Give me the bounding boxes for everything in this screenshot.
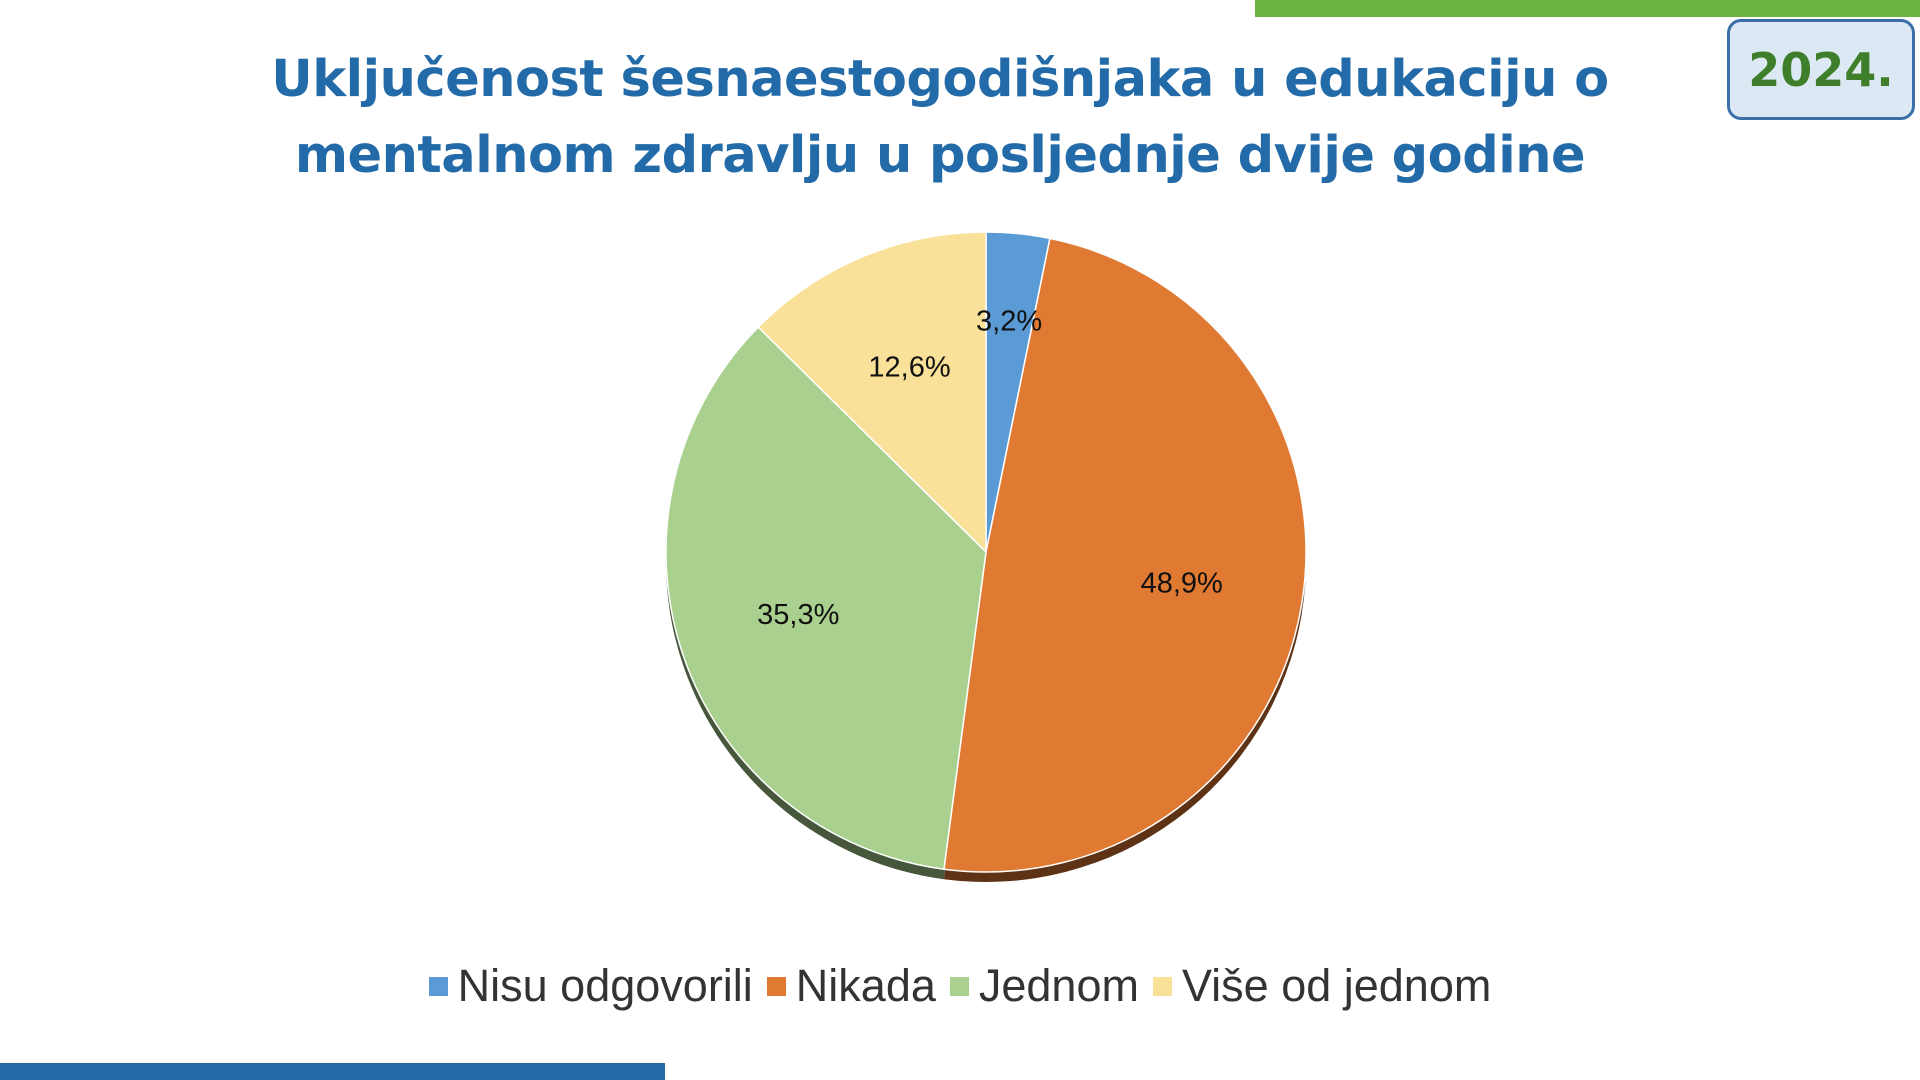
top-accent-bar xyxy=(1255,0,1920,17)
pie-data-labels: 3,2% 48,9% 35,3% 12,6% xyxy=(757,305,1223,631)
chart-legend: Nisu odgovorili Nikada Jednom Više od je… xyxy=(0,960,1920,1012)
pie-slice-vise-od-jednom xyxy=(757,231,987,554)
legend-item-jednom: Jednom xyxy=(949,960,1139,1012)
pie-slices xyxy=(665,231,1307,873)
pie-label-nikada: 48,9% xyxy=(1141,568,1223,600)
pie-label-vise-od-jednom: 12,6% xyxy=(868,352,950,384)
legend-item-nikada: Nikada xyxy=(766,960,936,1012)
legend-item-nisu-odgovorili: Nisu odgovorili xyxy=(428,960,753,1012)
legend-swatch-vise-od-jednom xyxy=(1152,976,1172,996)
legend-label-jednom: Jednom xyxy=(978,960,1139,1011)
legend-item-vise-od-jednom: Više od jednom xyxy=(1152,960,1492,1012)
pie-label-jednom: 35,3% xyxy=(757,599,839,631)
chart-title-line-1: Uključenost šesnaestogodišnjaka u edukac… xyxy=(271,50,1609,109)
legend-swatch-nisu-odgovorili xyxy=(428,976,448,996)
legend-swatch-nikada xyxy=(766,976,786,996)
legend-label-vise-od-jednom: Više od jednom xyxy=(1181,960,1492,1011)
legend-label-nikada: Nikada xyxy=(795,960,936,1011)
bottom-accent-bar xyxy=(0,1063,665,1080)
year-badge: 2024. xyxy=(1727,19,1915,120)
pie-slice-jednom xyxy=(665,326,987,871)
legend-label-nisu-odgovorili: Nisu odgovorili xyxy=(457,960,753,1011)
pie-label-nisu-odgovorili: 3,2% xyxy=(976,305,1042,337)
pie-slice-nikada xyxy=(943,237,1307,873)
chart-title-line-2: mentalnom zdravlju u posljednje dvije go… xyxy=(294,126,1586,185)
legend-swatch-jednom xyxy=(949,976,969,996)
chart-title: Uključenost šesnaestogodišnjaka u edukac… xyxy=(180,42,1700,194)
